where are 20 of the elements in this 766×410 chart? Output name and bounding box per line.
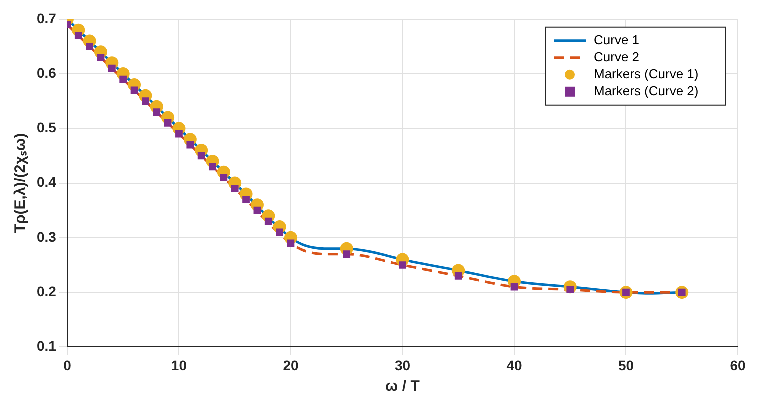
x-tick-label: 10 [171,357,188,374]
y-tick-label: 0.6 [36,64,57,81]
y-tick-label: 0.2 [36,283,57,300]
x-tick-label: 40 [506,357,522,374]
x-tick-label: 30 [394,357,411,374]
y-tick-label: 0.1 [36,338,57,354]
x-tick-label: 60 [730,357,746,374]
x-tick-label: 20 [283,357,299,374]
x-tick-label: 0 [64,357,72,374]
legend-label: Curve 1 [594,32,640,48]
y-axis-title: Tρ(E,λ)/(2χₛω) [12,133,30,234]
y-tick-label: 0.4 [36,174,57,190]
legend-label: Markers (Curve 2) [594,83,699,98]
x-axis-title: ω / T [386,378,420,396]
legend-label: Curve 2 [594,49,640,64]
y-tick-label: 0.7 [36,10,57,26]
legend-label: Markers (Curve 1) [594,66,699,82]
y-tick-label: 0.3 [36,228,57,245]
x-tick-label: 50 [618,357,634,374]
y-tick-label: 0.5 [36,120,57,136]
